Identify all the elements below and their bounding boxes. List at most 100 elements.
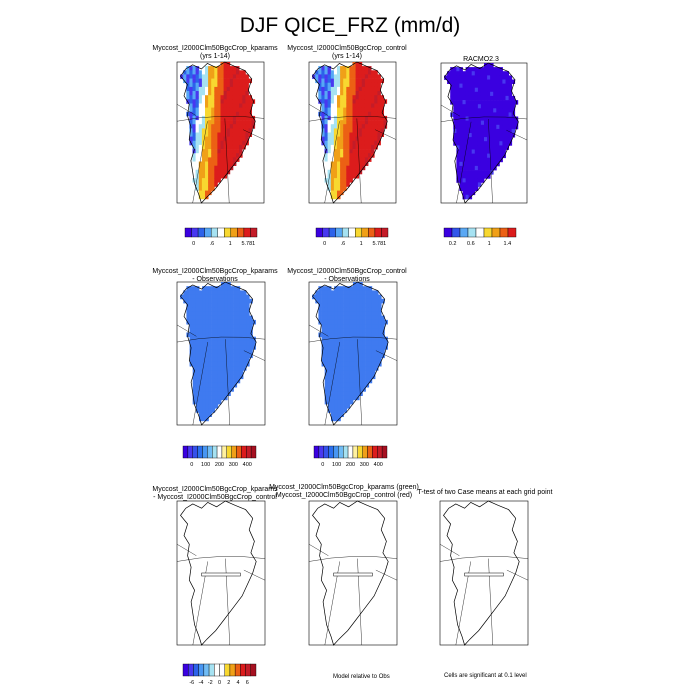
- grid-cell: [205, 178, 209, 183]
- grid-cell: [224, 324, 228, 329]
- significance-note: Cells are significant at 0.1 level: [444, 673, 527, 679]
- grid-cell: [368, 120, 372, 125]
- grid-cell: [324, 115, 328, 121]
- grid-cell: [195, 178, 200, 183]
- grid-cell: [477, 116, 482, 121]
- grid-cell: [331, 340, 335, 346]
- grid-cell: [227, 349, 231, 354]
- grid-cell: [471, 91, 476, 97]
- grid-cell: [453, 137, 457, 142]
- grid-cell: [355, 144, 360, 150]
- grid-cell: [364, 153, 369, 158]
- grid-cell: [505, 71, 509, 76]
- grid-cell: [211, 157, 215, 162]
- grid-cell: [364, 111, 369, 117]
- grid-cell: [232, 111, 237, 117]
- grid-cell: [198, 144, 203, 150]
- grid-cell: [248, 99, 252, 104]
- grid-cell: [202, 404, 206, 409]
- grid-cell: [214, 169, 218, 175]
- grid-cell: [249, 298, 253, 304]
- grid-cell: [233, 298, 238, 304]
- colorbar-swatch: [352, 445, 358, 459]
- grid-cell: [205, 107, 209, 113]
- grid-cell: [214, 174, 218, 179]
- grid-cell: [487, 75, 491, 80]
- grid-cell: [496, 137, 500, 142]
- colorbar-swatch: [221, 445, 228, 459]
- grid-cell: [195, 290, 200, 295]
- grid-cell: [480, 157, 485, 163]
- grid-cell: [199, 416, 203, 422]
- grid-cell: [474, 124, 479, 130]
- grid-cell: [364, 157, 369, 162]
- grid-cell: [337, 120, 341, 125]
- grid-cell: [349, 136, 353, 142]
- colorbar-swatch: [214, 663, 220, 677]
- coastline: [443, 62, 519, 204]
- grid-cell: [340, 74, 344, 79]
- grid-cell: [333, 99, 338, 104]
- grid-cell: [368, 332, 373, 338]
- grid-cell: [189, 120, 193, 125]
- grid-cell: [474, 95, 479, 101]
- grid-cell: [474, 75, 479, 80]
- grid-cell: [362, 366, 366, 371]
- grid-cell: [324, 174, 328, 179]
- colorbar-swatch: [237, 227, 245, 238]
- grid-cell: [462, 83, 466, 89]
- grid-cell: [227, 340, 231, 346]
- grid-cell: [189, 345, 194, 350]
- grid-cell: [227, 332, 231, 338]
- grid-cell: [474, 79, 479, 84]
- grid-cell: [321, 357, 326, 363]
- grid-cell: [480, 67, 485, 72]
- grid-cell: [192, 357, 197, 363]
- grid-cell: [208, 324, 212, 329]
- grid-cell: [249, 332, 253, 338]
- grid-cell: [368, 294, 373, 300]
- grid-cell: [371, 128, 375, 133]
- grid-cell: [214, 115, 218, 121]
- colorbar-swatch: [328, 227, 336, 238]
- grid-cell: [508, 104, 513, 109]
- grid-cell: [474, 145, 479, 150]
- longitude-line: [375, 350, 398, 361]
- longitude-line: [192, 342, 208, 426]
- grid-cell: [186, 99, 190, 104]
- grid-cell: [205, 169, 209, 175]
- grid-cell: [214, 82, 218, 88]
- grid-cell: [368, 349, 373, 354]
- grid-cell: [493, 133, 497, 138]
- colorbar-swatch: [357, 445, 363, 459]
- grid-cell: [356, 340, 360, 346]
- grid-cell: [368, 340, 373, 346]
- grid-cell: [211, 124, 215, 129]
- grid-cell: [324, 374, 329, 380]
- grid-cell: [343, 370, 348, 375]
- grid-cell: [346, 353, 351, 359]
- grid-cell: [330, 107, 335, 113]
- grid-cell: [205, 115, 209, 121]
- grid-cell: [211, 149, 215, 154]
- grid-cell: [368, 66, 372, 71]
- grid-cell: [499, 112, 503, 117]
- grid-cell: [201, 190, 206, 196]
- grid-cell: [487, 165, 491, 171]
- grid-cell: [214, 136, 218, 142]
- grid-cell: [233, 328, 238, 333]
- grid-cell: [477, 112, 482, 117]
- grid-cell: [456, 120, 460, 126]
- grid-cell: [499, 71, 503, 76]
- grid-cell: [220, 144, 224, 150]
- grid-cell: [496, 157, 500, 163]
- grid-cell: [236, 315, 241, 321]
- grid-cell: [221, 345, 225, 350]
- longitude-line: [225, 339, 230, 426]
- grid-cell: [223, 111, 228, 117]
- grid-cell: [220, 62, 224, 67]
- grid-cell: [242, 111, 246, 117]
- grid-cell: [327, 391, 332, 396]
- grid-cell: [201, 82, 206, 88]
- grid-cell: [349, 70, 353, 75]
